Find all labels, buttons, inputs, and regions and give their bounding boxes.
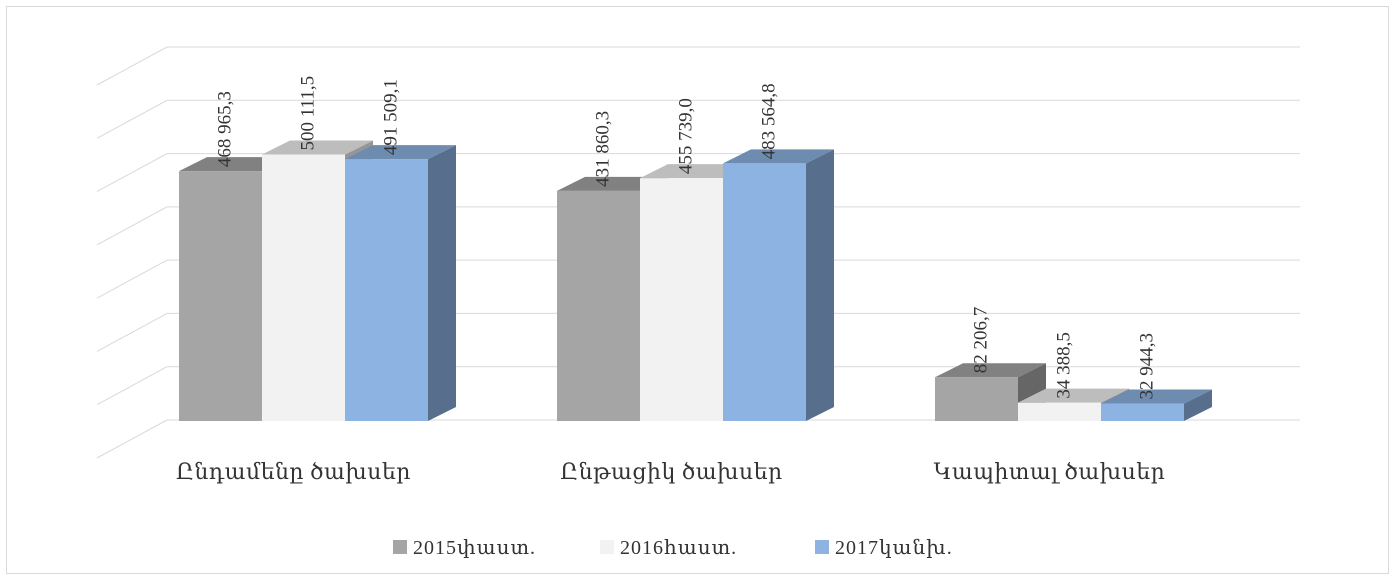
- bar-top: [723, 149, 834, 164]
- legend-label: 2017կանխ.: [835, 537, 953, 559]
- bar-front: [345, 159, 428, 421]
- gridline-depth: [96, 206, 168, 246]
- bar-top: [345, 145, 456, 160]
- bar-front: [1101, 403, 1184, 421]
- bar-front: [179, 171, 262, 421]
- gridline-depth: [96, 366, 168, 406]
- legend-swatch: [815, 540, 829, 554]
- gridline-depth: [96, 419, 168, 459]
- bar-top: [1018, 388, 1129, 403]
- gridline-depth: [96, 99, 168, 139]
- data-label: 483 564,8: [759, 83, 780, 159]
- legend-item-1: 2015փաստ.: [393, 537, 536, 559]
- legend-item-3: 2017կանխ.: [815, 537, 953, 559]
- bar-top: [262, 140, 373, 155]
- gridline-depth: [96, 46, 168, 86]
- legend-swatch: [393, 540, 407, 554]
- bar-front: [935, 377, 1018, 421]
- bar-side: [806, 149, 834, 421]
- bar-3-2: [723, 149, 834, 421]
- data-label: 82 206,7: [971, 307, 992, 374]
- bar-front: [557, 190, 640, 421]
- category-label: Ընթացիկ ծախսեր: [560, 459, 782, 484]
- bar-front: [640, 178, 723, 421]
- data-label: 431 860,3: [593, 111, 614, 187]
- data-label: 491 509,1: [381, 79, 402, 155]
- category-label: Կապիտալ ծախսեր: [934, 459, 1166, 484]
- data-label: 455 739,0: [676, 98, 697, 174]
- legend-label: 2015փաստ.: [413, 537, 536, 559]
- category-label: Ընդամենը ծախսեր: [176, 459, 411, 484]
- category-labels: Ընդամենը ծախսեր Ընթացիկ ծախսեր Կապիտալ ծախ…: [176, 459, 1165, 484]
- legend-swatch: [600, 540, 614, 554]
- data-labels: 468 965,3 500 111,5 491 509,1 431 860,3 455 …: [215, 76, 1158, 400]
- gridline-depth: [96, 153, 168, 193]
- legend-label: 2016հաստ.: [620, 537, 737, 559]
- bar-3-1: [345, 145, 456, 421]
- data-label: 32 944,3: [1137, 333, 1158, 400]
- bar-side: [428, 145, 456, 421]
- data-label: 500 111,5: [298, 76, 319, 151]
- data-label: 468 965,3: [215, 91, 236, 167]
- chart-frame: 468 965,3 500 111,5 491 509,1 431 860,3 455 …: [6, 6, 1389, 574]
- bar-top: [1101, 389, 1212, 404]
- bar-front: [262, 154, 345, 421]
- bar-3-3: [1101, 389, 1212, 421]
- gridline-depth: [96, 312, 168, 352]
- gridline-depth: [96, 259, 168, 299]
- chart-svg: 468 965,3 500 111,5 491 509,1 431 860,3 455 …: [96, 46, 1300, 559]
- bar-side: [1184, 389, 1212, 421]
- legend: 2015փաստ. 2016հաստ. 2017կանխ.: [393, 537, 953, 559]
- bar-front: [723, 163, 806, 421]
- bars: [179, 140, 1212, 421]
- bar-top: [935, 363, 1046, 378]
- bar-front: [1018, 402, 1101, 421]
- legend-item-2: 2016հաստ.: [600, 537, 737, 559]
- data-label: 34 388,5: [1054, 332, 1075, 399]
